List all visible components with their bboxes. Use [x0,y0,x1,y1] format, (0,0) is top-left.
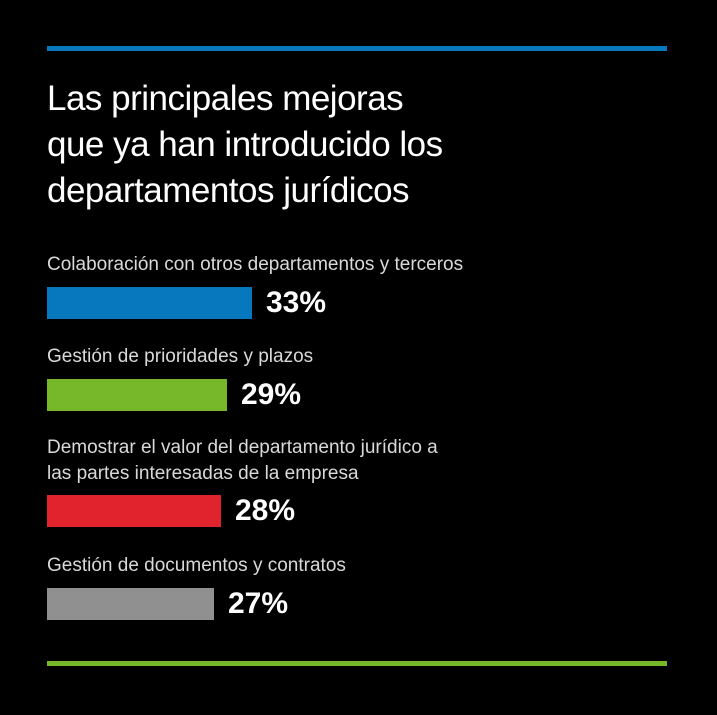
chart-title-line-3: departamentos jurídicos [47,171,410,210]
bar-label-prioridades-line-1: Gestión de prioridades y plazos [47,346,314,367]
bar-demostrar-valor [47,495,221,527]
bar-row-colaboracion: 33% [47,287,326,319]
bar-value-demostrar-valor: 28% [235,494,296,527]
chart-title-line-2: que ya han introducido los [47,125,443,164]
bar-label-prioridades: Gestión de prioridades y plazos [47,344,313,370]
top-accent-rule [47,46,667,51]
bar-row-documentos: 27% [47,588,288,620]
bar-label-colaboracion: Colaboración con otros departamentos y t… [47,252,463,278]
bar-label-demostrar-valor-line-1: Demostrar el valor del departamento jurí… [47,437,438,458]
bar-value-prioridades: 29% [241,378,302,411]
bar-label-colaboracion-line-1: Colaboración con otros departamentos y t… [47,254,464,275]
bar-value-colaboracion: 33% [266,286,327,319]
bar-label-documentos: Gestión de documentos y contratos [47,553,346,579]
bar-label-demostrar-valor: Demostrar el valor del departamento jurí… [47,435,438,487]
bottom-accent-rule [47,661,667,666]
bar-row-demostrar-valor: 28% [47,495,295,527]
chart-title: Las principales mejoras que ya han intro… [47,76,443,214]
bar-documentos [47,588,214,620]
bar-row-prioridades: 29% [47,379,301,411]
bar-prioridades [47,379,227,411]
chart-title-line-1: Las principales mejoras [47,79,404,118]
bar-colaboracion [47,287,252,319]
bar-value-documentos: 27% [228,587,289,620]
bar-label-documentos-line-1: Gestión de documentos y contratos [47,555,346,576]
bar-label-demostrar-valor-line-2: las partes interesadas de la empresa [47,463,359,484]
